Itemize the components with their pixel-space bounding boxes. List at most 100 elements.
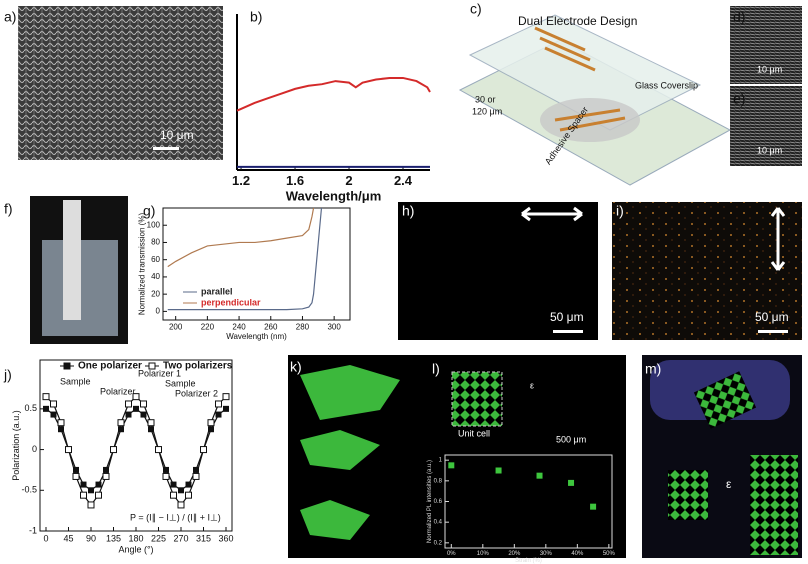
scale-bar — [758, 330, 788, 333]
x-tick-label: 315 — [196, 533, 211, 543]
x-axis-label: Strain (%) — [515, 558, 542, 564]
point — [192, 472, 200, 480]
scale-bar — [153, 147, 179, 150]
point — [42, 393, 50, 401]
point — [88, 487, 94, 494]
point — [590, 503, 597, 510]
point — [50, 411, 57, 418]
x-tick-label: 260 — [264, 322, 278, 331]
electrodes — [534, 26, 626, 132]
scale-bar — [553, 330, 583, 333]
x-tick-label: 200 — [169, 322, 183, 331]
device — [693, 371, 757, 429]
point — [162, 472, 170, 480]
point — [102, 472, 110, 480]
y-tick-label: 0 — [156, 306, 161, 315]
point — [87, 501, 95, 509]
c-title: Dual Electrode Design — [518, 14, 637, 28]
image-a — [18, 6, 223, 160]
y-tick-label: 0.8 — [434, 478, 443, 484]
series-line — [236, 76, 431, 112]
scale-label: 10 μm — [757, 145, 782, 155]
image-i — [612, 202, 802, 340]
arrow — [521, 206, 583, 222]
j-label: Polarizer 1 — [138, 368, 181, 378]
j-formula: P = (I∥ − I⊥) / (I∥ + I⊥) — [130, 512, 221, 522]
j-label: Polarizer — [100, 386, 136, 396]
point — [193, 466, 199, 473]
point — [43, 405, 49, 412]
point — [65, 446, 72, 454]
point — [80, 491, 87, 499]
point — [73, 466, 79, 473]
y-tick-label: 0 — [32, 444, 37, 454]
arrow — [770, 207, 786, 271]
point — [50, 400, 57, 408]
point — [132, 393, 140, 401]
point — [103, 466, 109, 473]
x-tick-label: 0 — [43, 533, 48, 543]
x-tick-label: 280 — [296, 322, 310, 331]
m-label: ε — [726, 477, 732, 491]
y-tick-label: -0.5 — [21, 485, 37, 495]
panel-label: d) — [733, 9, 745, 25]
device — [668, 470, 708, 520]
point — [117, 419, 125, 427]
y-axis-label: Polarization (a.u.) — [11, 410, 21, 481]
y-tick-label: 20 — [151, 289, 160, 298]
point — [536, 472, 543, 479]
c-gap: 30 or — [475, 94, 496, 104]
point — [95, 481, 102, 488]
y-tick-label: 100 — [147, 220, 161, 229]
point — [495, 467, 502, 474]
panel-label: h) — [402, 203, 414, 219]
x-tick-label: 50% — [603, 551, 616, 557]
x-tick-label: 1.6 — [286, 173, 304, 188]
x-tick-label: 20% — [508, 551, 521, 557]
y-tick-label: 0.5 — [24, 403, 37, 413]
y-tick-label: 0.2 — [434, 540, 443, 546]
x-tick-label: 0% — [447, 551, 456, 557]
point — [185, 491, 192, 499]
x-tick-label: 240 — [232, 322, 246, 331]
x-tick-label: 2.4 — [394, 173, 413, 188]
l-label: 500 μm — [556, 434, 586, 444]
panel-label: k) — [290, 359, 302, 375]
point — [148, 426, 154, 433]
point — [207, 419, 215, 427]
x-tick-label: 300 — [327, 322, 341, 331]
point — [125, 411, 132, 418]
x-axis-label: Angle (°) — [118, 544, 153, 554]
x-tick-label: 1.2 — [232, 173, 250, 188]
point — [208, 426, 214, 433]
point — [133, 405, 139, 412]
panel-label: e) — [733, 91, 745, 107]
image-d — [730, 6, 802, 84]
x-tick-label: 270 — [173, 533, 188, 543]
y-tick-label: 0.4 — [434, 520, 443, 526]
panel-label: l) — [432, 361, 440, 377]
x-tick-label: 2 — [345, 173, 352, 188]
panel-label: b) — [250, 9, 262, 25]
unit-cell — [451, 371, 503, 427]
point — [177, 501, 185, 509]
l-label: Unit cell — [458, 428, 490, 438]
y-tick-label: 40 — [151, 272, 160, 281]
spacer — [540, 98, 640, 142]
point — [140, 411, 147, 418]
panel-label: m) — [645, 361, 661, 377]
y-axis-label: Normalized transmission (%) — [137, 213, 146, 316]
panel-label: g) — [143, 203, 155, 219]
legend-label: perpendicular — [201, 297, 261, 307]
image-panels: 10 μm Dual Electrode Design 30 or 120 μm… — [18, 6, 802, 558]
y-tick-label: 1 — [439, 458, 443, 464]
point — [58, 426, 64, 433]
j-label: Sample — [60, 376, 91, 386]
c-gap: 120 μm — [472, 106, 502, 116]
j-label: Sample — [165, 378, 196, 388]
panel-label: f) — [4, 201, 13, 217]
panel-label: c) — [470, 1, 482, 17]
device — [750, 455, 798, 555]
x-tick-label: 180 — [128, 533, 143, 543]
